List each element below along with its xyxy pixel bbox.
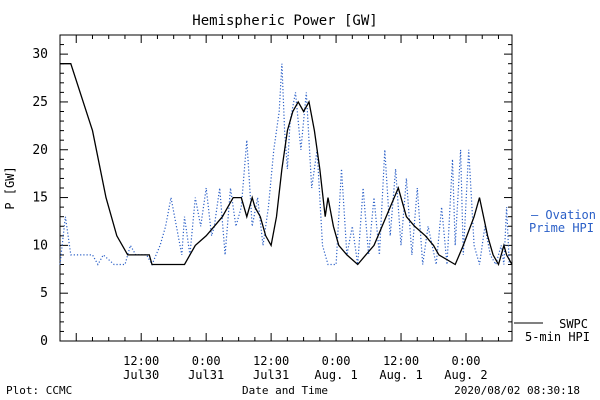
x-tick-label-time: 0:00 [322,354,351,368]
plot-credit: Plot: CCMC [6,384,72,397]
y-axis-label: P [GW] [3,166,17,209]
y-tick-label: 30 [32,47,48,62]
y-tick-label: 5 [40,286,48,301]
x-tick-label-time: 12:00 [123,354,159,368]
x-axis-label: Date and Time [242,384,328,397]
x-tick-label-date: Jul30 [123,368,159,382]
x-tick-label-date: Aug. 1 [314,368,357,382]
plot-timestamp: 2020/08/02 08:30:18 [454,384,580,397]
y-tick-label: 10 [32,238,48,253]
chart-title: Hemispheric Power [GW] [192,13,377,29]
series-ovation-line [59,63,510,267]
legend: — Ovation Prime HPI SWPC 5-min HPI [514,208,596,344]
plot-frame [59,34,513,342]
legend-ovation-line2: Prime HPI [529,221,594,235]
x-tick-label-time: 12:00 [253,354,289,368]
x-tick-label-date: Aug. 2 [444,368,487,382]
legend-ovation-line1: — Ovation [531,208,596,222]
y-tick-label: 20 [32,143,48,158]
x-tick-label-time: 0:00 [192,354,221,368]
series-layer [59,63,513,267]
y-tick-label: 25 [32,95,48,110]
x-tick-label-time: 12:00 [383,354,419,368]
y-tick-label: 0 [40,334,48,349]
x-tick-label-date: Jul31 [188,368,224,382]
y-tick-label: 15 [32,191,48,206]
x-tick-label-date: Jul31 [253,368,289,382]
x-tick-label-time: 0:00 [452,354,481,368]
x-tick-label-date: Aug. 1 [379,368,422,382]
legend-swpc-line2: 5-min HPI [525,330,590,344]
legend-swpc-line1: SWPC [559,317,588,331]
series-swpc-line [60,63,513,267]
